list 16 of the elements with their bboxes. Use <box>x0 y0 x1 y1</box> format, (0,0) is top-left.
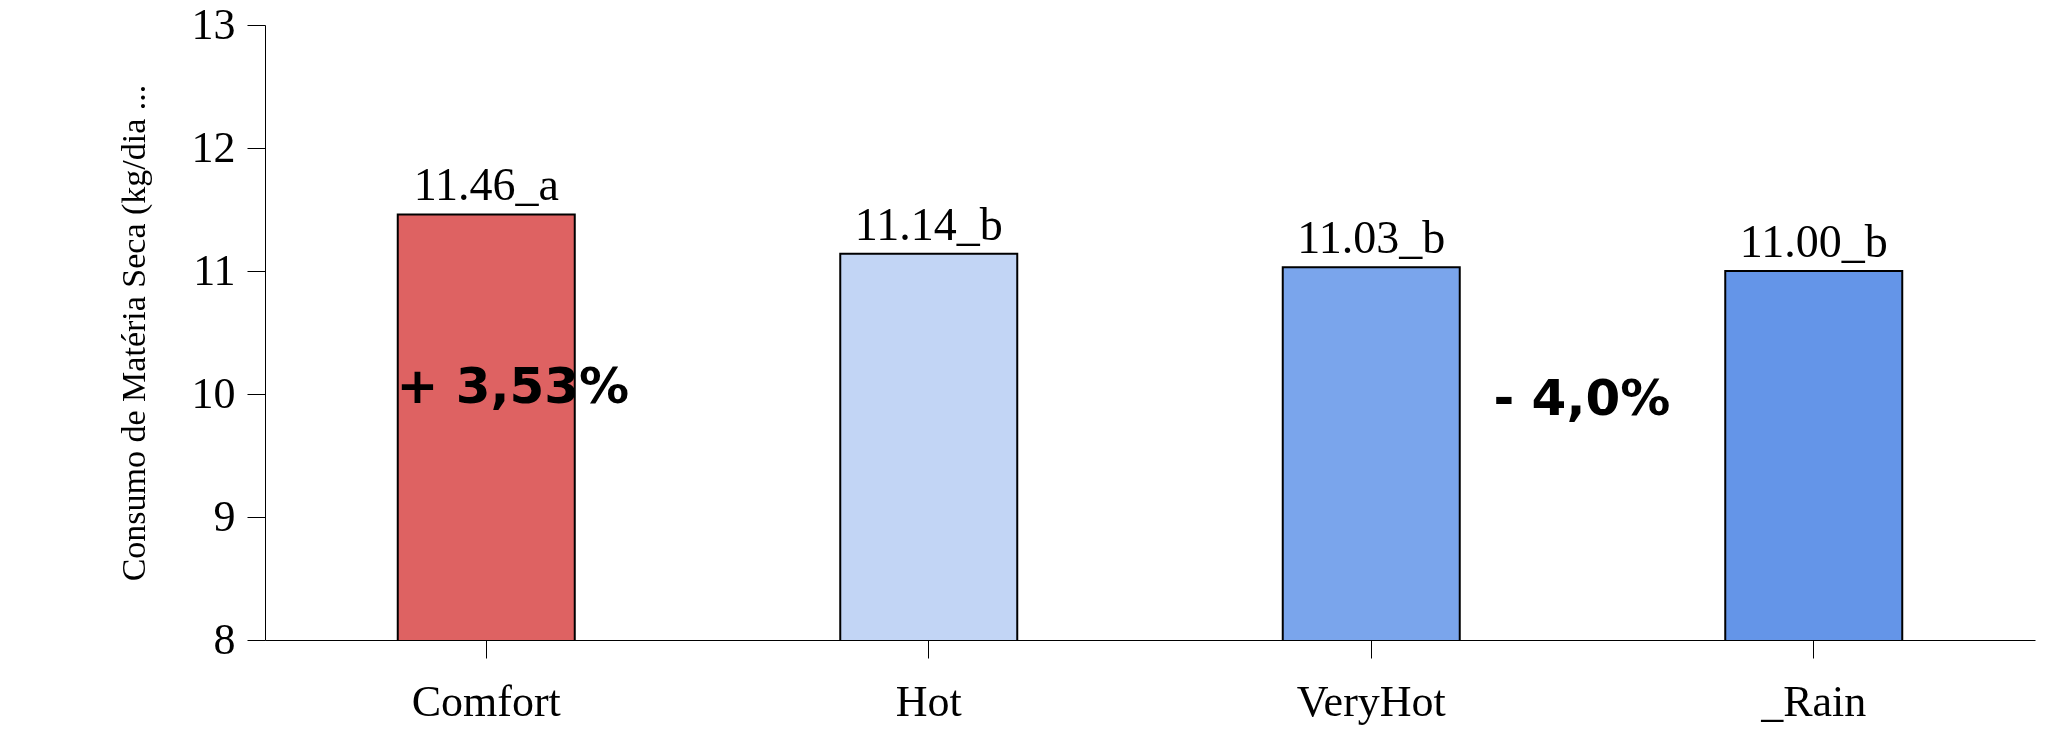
data-label: 11.00_b <box>1739 216 1888 267</box>
data-label: 11.46_a <box>413 159 559 211</box>
data-label: 11.14_b <box>854 198 1003 250</box>
y-tick-label: 8 <box>213 614 236 664</box>
x-tick-label: VeryHot <box>1296 676 1446 726</box>
x-tick-label: Comfort <box>411 676 561 726</box>
y-tick-label: 10 <box>191 368 236 418</box>
y-tick-label: 13 <box>191 0 236 49</box>
y-tick-label: 11 <box>193 245 236 295</box>
x-tick-label: _Rain <box>1760 676 1867 726</box>
x-tick-label: Hot <box>895 676 962 726</box>
y-axis-title: Consumo de Matéria Seca (kg/dia ... <box>114 84 153 582</box>
data-label: 11.03_b <box>1297 212 1446 264</box>
annotation: - 4,0% <box>1493 369 1671 428</box>
y-tick-label: 9 <box>213 491 236 541</box>
y-tick-label: 12 <box>191 122 236 172</box>
